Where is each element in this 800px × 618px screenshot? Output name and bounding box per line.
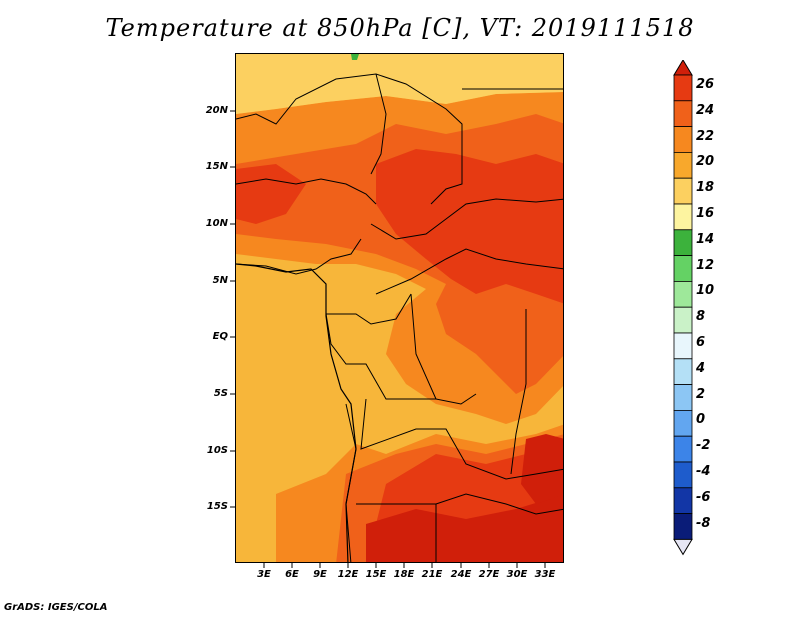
colorbar-arrow-top [673, 60, 693, 76]
country-borders [236, 73, 563, 562]
colorbar-segment [673, 255, 693, 282]
temp-region-24 [376, 149, 563, 304]
colorbar-label: 24 [696, 102, 715, 118]
colorbar-label: 22 [696, 128, 715, 144]
x-tick-label: 15E [365, 569, 387, 580]
x-tick-label: 24E [450, 569, 472, 580]
colorbar-segment [673, 152, 693, 179]
colorbar-label: 10 [696, 283, 715, 299]
x-tick-label: 3E [257, 569, 271, 580]
colorbar-arrow-bottom [673, 538, 693, 556]
colorbar-label: 0 [696, 412, 706, 428]
colorbar-label: 16 [696, 206, 715, 221]
colorbar-segment [673, 332, 693, 360]
colorbar-label: 20 [696, 154, 715, 170]
y-tick-label: 15S [206, 501, 228, 512]
colorbar-segment [673, 280, 693, 308]
colorbar-label: 12 [696, 257, 715, 273]
colorbar-segment [673, 461, 693, 489]
colorbar-segment [673, 203, 693, 231]
temp-region-26 [366, 494, 563, 562]
colorbar-label: -8 [696, 515, 711, 531]
colorbar-segment [673, 100, 693, 127]
temperature-map [236, 54, 563, 562]
y-tick-label: EQ [212, 331, 228, 342]
colorbar-label: 8 [696, 309, 706, 325]
x-tick-label: 30E [506, 569, 528, 580]
colorbar-segment [673, 513, 693, 540]
colorbar-label: 6 [696, 335, 706, 350]
y-tick-label: 5N [212, 275, 228, 286]
colorbar-label: -4 [696, 464, 711, 479]
colorbar [673, 60, 693, 556]
y-tick-label: 5S [213, 388, 228, 399]
x-tick-label: 27E [478, 569, 500, 580]
colorbar-segment [673, 229, 693, 257]
y-tick-label: 15N [205, 161, 228, 172]
colorbar-label: 18 [696, 180, 715, 196]
colorbar-segment [673, 358, 693, 385]
colorbar-label: 4 [696, 360, 706, 376]
colorbar-segment [673, 487, 693, 514]
colorbar-label: 26 [696, 77, 715, 92]
x-tick-label: 18E [393, 569, 415, 580]
colorbar-label: -2 [696, 438, 711, 454]
x-tick-label: 21E [421, 569, 443, 580]
temp-region-16 [236, 54, 563, 114]
y-tick-label: 10S [206, 445, 228, 456]
temp-region-24c [236, 164, 306, 224]
colorbar-label: 2 [696, 386, 706, 402]
colorbar-segment [673, 177, 693, 205]
map-panel [235, 53, 564, 563]
temp-region-26b [521, 434, 563, 504]
plot-title: Temperature at 850hPa [C], VT: 201911151… [105, 14, 695, 42]
footer-credit: GrADS: IGES/COLA [4, 602, 108, 613]
temp-region-16b [236, 54, 266, 94]
colorbar-segment [673, 409, 693, 437]
colorbar-segment [673, 384, 693, 411]
colorbar-label: 14 [696, 231, 715, 247]
colorbar-segment [673, 74, 693, 102]
colorbar-segment [673, 435, 693, 463]
temp-region-green [351, 54, 359, 60]
coastline [236, 263, 357, 562]
colorbar-segment [673, 126, 693, 153]
colorbar-segment [673, 306, 693, 334]
colorbar-label: -6 [696, 489, 711, 505]
y-tick-label: 10N [205, 218, 228, 229]
y-tick-label: 20N [205, 105, 228, 116]
x-tick-label: 6E [285, 569, 299, 580]
x-tick-label: 9E [313, 569, 327, 580]
x-tick-label: 12E [337, 569, 359, 580]
x-tick-label: 33E [534, 569, 556, 580]
